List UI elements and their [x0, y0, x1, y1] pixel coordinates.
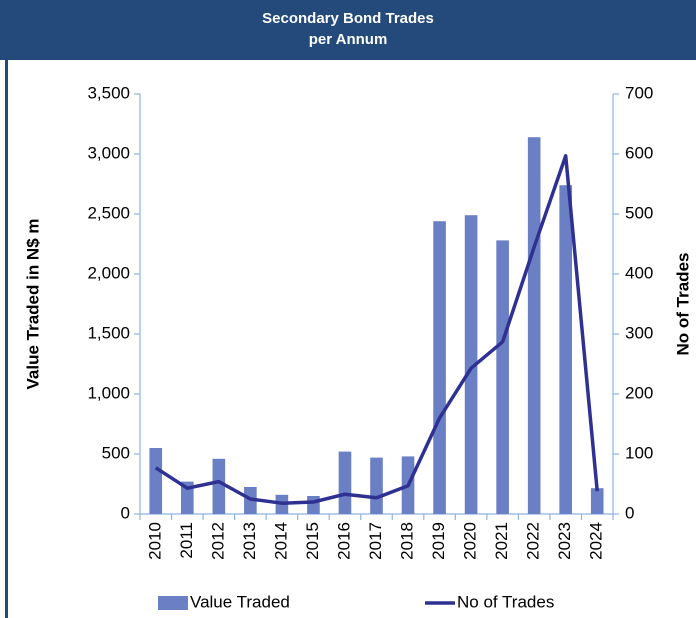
x-tick-label: 2020: [461, 522, 480, 560]
y2-tick-label: 400: [625, 263, 653, 282]
x-tick-label: 2016: [334, 522, 353, 560]
x-tick-label: 2024: [587, 522, 606, 560]
bar: [180, 481, 194, 514]
bar: [149, 448, 163, 514]
y-tick-label: 3,000: [87, 143, 130, 162]
y2-tick-label: 700: [625, 83, 653, 102]
y2-tick-label: 300: [625, 323, 653, 342]
legend-label: Value Traded: [190, 592, 290, 611]
y2-tick-label: 0: [625, 503, 634, 522]
y-tick-label: 2,500: [87, 203, 130, 222]
bar: [433, 221, 446, 514]
x-tick-label: 2011: [177, 522, 196, 559]
x-tick-label: 2019: [429, 522, 448, 560]
bar: [212, 458, 226, 514]
bar: [496, 240, 509, 514]
y-tick-label: 2,000: [87, 263, 130, 282]
x-tick-label: 2022: [524, 522, 543, 560]
y2-tick-label: 200: [625, 383, 653, 402]
bar: [464, 215, 478, 514]
bar: [338, 451, 352, 514]
line: [154, 154, 599, 505]
x-tick-label: 2010: [145, 522, 164, 560]
bar: [307, 496, 320, 514]
y-tick-label: 3,500: [87, 83, 130, 102]
y2-tick-label: 600: [625, 143, 653, 162]
x-tick-label: 2023: [555, 522, 574, 560]
legend-swatch: [158, 596, 188, 610]
bar: [527, 137, 541, 514]
x-tick-label: 2017: [366, 522, 385, 560]
chart-title: per Annum: [308, 31, 388, 48]
chart-title: Secondary Bond Trades: [262, 10, 434, 27]
y-tick-label: 500: [102, 443, 130, 462]
y2-axis-title: No of Trades: [673, 253, 692, 356]
bar: [370, 457, 383, 514]
y-tick-label: 1,000: [87, 383, 130, 402]
bar: [590, 488, 604, 514]
x-tick-label: 2021: [492, 522, 511, 560]
y-axis-title: Value Traded in N$ m: [23, 218, 42, 389]
y2-tick-label: 100: [625, 443, 653, 462]
y-tick-label: 1,500: [87, 323, 130, 342]
x-tick-label: 2013: [240, 522, 259, 560]
x-tick-label: 2018: [398, 522, 417, 560]
y2-tick-label: 500: [625, 203, 653, 222]
x-tick-label: 2014: [271, 522, 290, 560]
x-tick-label: 2015: [303, 522, 322, 560]
y-tick-label: 0: [121, 503, 130, 522]
legend-label: No of Trades: [457, 592, 554, 611]
bar: [559, 185, 573, 514]
x-tick-label: 2012: [208, 522, 227, 560]
frame-edge: [5, 60, 8, 618]
title-banner: Secondary Bond Trades per Annum: [0, 0, 696, 60]
